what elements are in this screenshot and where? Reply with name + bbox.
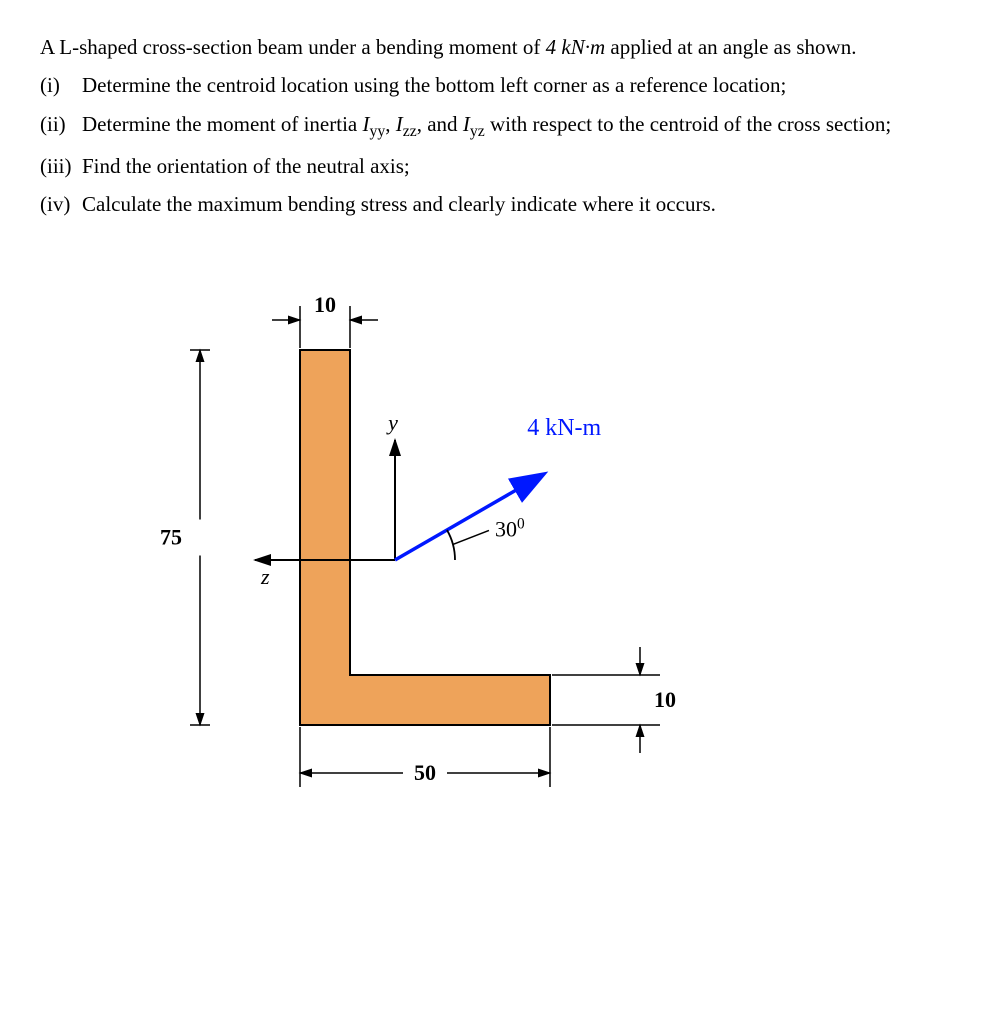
intro-moment: 4 kN·m xyxy=(546,35,606,59)
dim-right: 10 xyxy=(654,687,676,712)
question-iii: (iii) Find the orientation of the neutra… xyxy=(40,152,967,180)
intro-pre: A L-shaped cross-section beam under a be… xyxy=(40,35,546,59)
q-text-iii: Find the orientation of the neutral axis… xyxy=(82,152,967,180)
problem-intro: A L-shaped cross-section beam under a be… xyxy=(40,33,967,61)
question-ii: (ii) Determine the moment of inertia Iyy… xyxy=(40,110,967,142)
l-section-diagram: 10 75 50 10 y z 4 kN-m 300 xyxy=(160,255,820,815)
moment-label: 4 kN-m xyxy=(527,415,601,441)
angle-arc xyxy=(447,530,455,560)
question-iv: (iv) Calculate the maximum bending stres… xyxy=(40,190,967,218)
q-label-iii: (iii) xyxy=(40,152,82,180)
q-text-iv: Calculate the maximum bending stress and… xyxy=(82,190,967,218)
q-text-ii: Determine the moment of inertia Iyy, Izz… xyxy=(82,110,967,142)
q-label-iv: (iv) xyxy=(40,190,82,218)
q-label-i: (i) xyxy=(40,71,82,99)
question-i: (i) Determine the centroid location usin… xyxy=(40,71,967,99)
y-axis-label: y xyxy=(386,410,398,435)
q-text-i: Determine the centroid location using th… xyxy=(82,71,967,99)
dim-left: 75 xyxy=(160,524,182,549)
dim-bottom: 50 xyxy=(414,760,436,785)
intro-post: applied at an angle as shown. xyxy=(605,35,856,59)
z-axis-label: z xyxy=(260,564,270,589)
figure: 10 75 50 10 y z 4 kN-m 300 xyxy=(160,255,967,822)
angle-label: 300 xyxy=(495,515,525,542)
q-label-ii: (ii) xyxy=(40,110,82,142)
dim-top: 10 xyxy=(314,292,336,317)
